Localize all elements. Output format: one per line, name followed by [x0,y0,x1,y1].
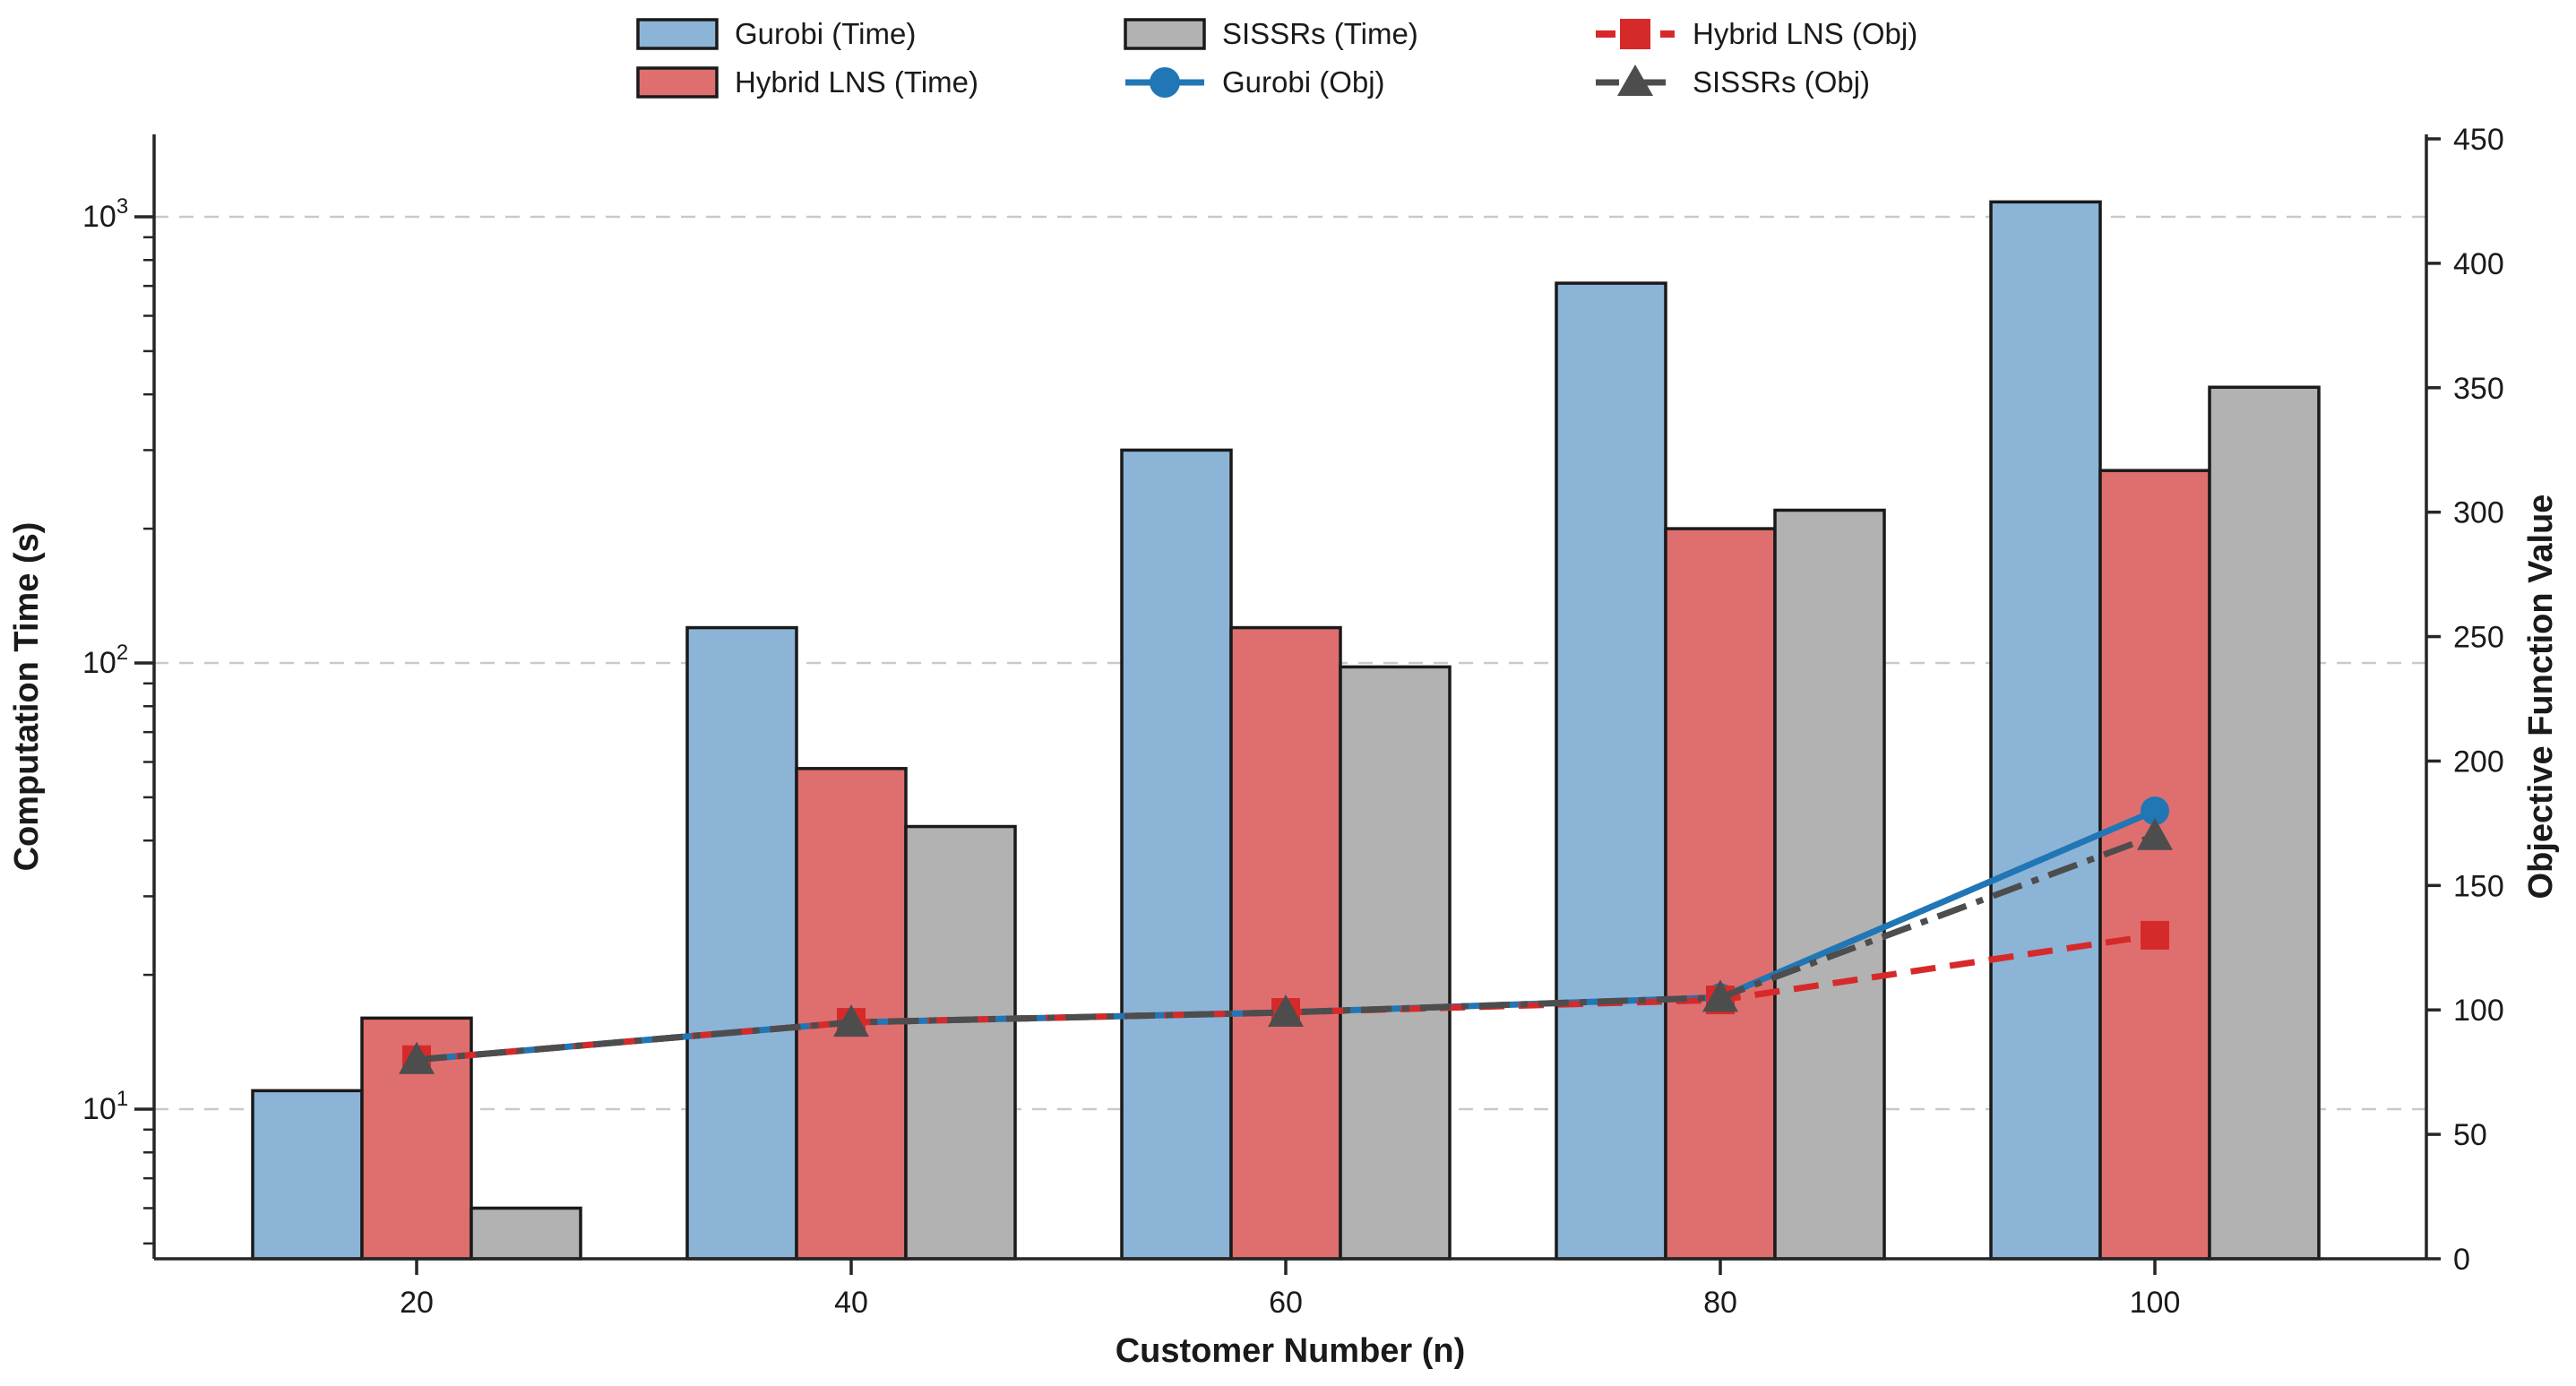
x-tick-label: 100 [2130,1286,2181,1320]
right-tick-label: 350 [2453,372,2504,406]
line-sissrs-obj- [399,817,2173,1074]
legend-triangle-marker [1617,65,1653,96]
left-tick-label: 101 [82,1087,128,1126]
legend-label: Gurobi (Time) [735,17,916,50]
right-axis: 0 50 100 150 200 250 300 350 400 450 [2426,123,2504,1277]
right-axis-title: Objective Function Value [2522,495,2560,900]
right-tick-label: 400 [2453,247,2504,281]
x-tick-label: 60 [1269,1286,1303,1320]
bar-hybrid-lns-time- [1229,625,1342,1261]
legend-swatch [636,66,719,99]
bar-hybrid-lns-time- [1664,527,1777,1261]
legend-item-hybrid-lns-time-: Hybrid LNS (Time) [636,65,978,99]
bar-gurobi-time- [251,1089,364,1261]
bar-gurobi-time- [1555,281,1667,1261]
bar-sissrs-time- [1339,665,1452,1261]
legend-swatch [1124,18,1206,50]
legend-item-sissrs-time-: SISSRs (Time) [1124,17,1418,50]
bar-hybrid-lns-time- [2098,469,2211,1261]
left-tick-label: 102 [82,641,128,680]
legend-swatch [636,18,719,50]
x-tick-label: 20 [400,1286,434,1320]
bar-gurobi-time- [1120,448,1233,1261]
triangle-marker [1268,994,1304,1027]
x-axis: 20 40 60 80 100 [400,1259,2180,1320]
right-tick-label: 50 [2453,1118,2487,1152]
legend-label: SISSRs (Obj) [1693,65,1870,99]
bar-sissrs-time- [2208,385,2321,1261]
bar-sissrs-time- [470,1206,582,1261]
bar-sissrs-time- [1773,508,1886,1261]
right-tick-label: 250 [2453,621,2504,655]
bar-sissrs-time- [904,824,1017,1261]
x-tick-label: 40 [834,1286,868,1320]
legend-item-hybrid-lns-obj-: Hybrid LNS (Obj) [1596,17,1917,50]
legend-item-gurobi-time-: Gurobi (Time) [636,17,916,50]
triangle-marker [399,1041,435,1074]
square-marker [2141,920,2169,950]
left-axis-title: Computation Time (s) [8,522,46,872]
left-axis: 101 102 103 [82,194,154,1245]
legend-label: Hybrid LNS (Time) [735,65,978,99]
triangle-marker [1702,979,1738,1012]
legend: Gurobi (Time) Hybrid LNS (Time) SISSRs (Ti… [636,17,1917,99]
triangle-marker [2137,817,2173,850]
right-tick-label: 0 [2453,1243,2470,1277]
x-axis-title: Customer Number (n) [1116,1332,1466,1370]
legend-label: Gurobi (Obj) [1222,65,1385,99]
circle-marker [2141,796,2169,825]
left-tick-label: 103 [82,194,128,234]
bar-gurobi-time- [685,625,798,1261]
x-tick-label: 80 [1703,1286,1737,1320]
legend-label: SISSRs (Time) [1222,17,1418,50]
right-tick-label: 300 [2453,496,2504,530]
legend-circle-marker [1150,67,1180,98]
legend-item-sissrs-obj-: SISSRs (Obj) [1596,65,1870,99]
right-tick-label: 450 [2453,123,2504,157]
bar-groups [251,200,2321,1261]
right-tick-label: 100 [2453,994,2504,1028]
triangle-marker [833,1004,869,1037]
legend-item-gurobi-obj-: Gurobi (Obj) [1125,65,1385,99]
right-tick-label: 200 [2453,745,2504,779]
right-tick-label: 150 [2453,869,2504,903]
bar-gurobi-time- [1989,200,2102,1261]
legend-square-marker [1620,19,1650,49]
legend-label: Hybrid LNS (Obj) [1693,17,1917,50]
